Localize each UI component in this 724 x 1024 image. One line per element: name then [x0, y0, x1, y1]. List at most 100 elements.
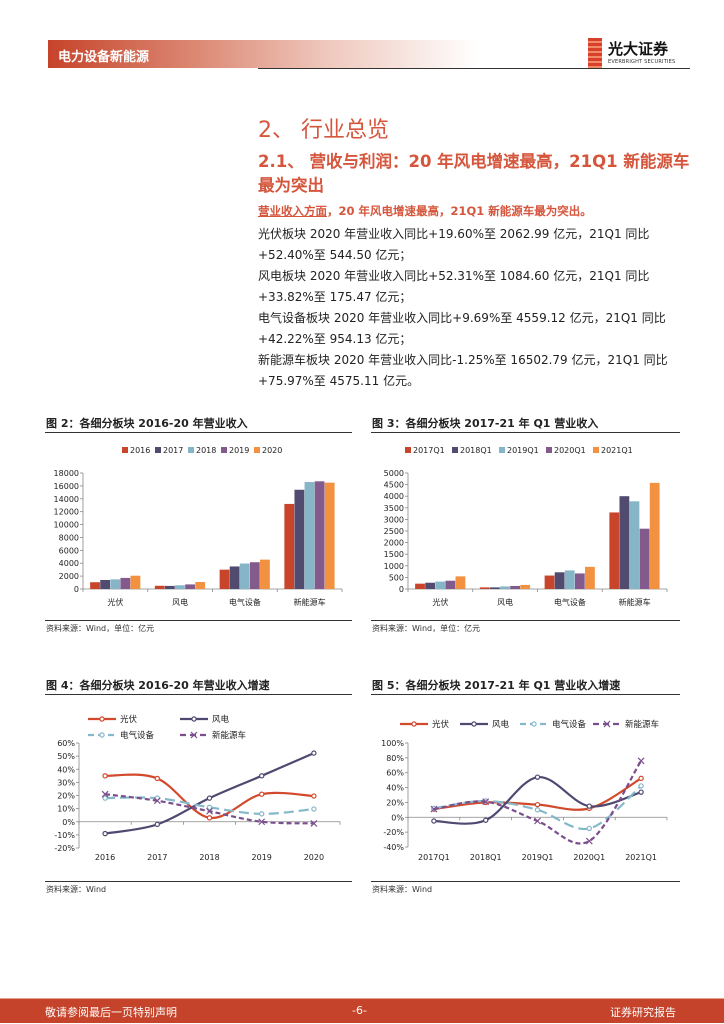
legend-swatch	[122, 447, 128, 453]
fig2-source: 资料来源：Wind，单位：亿元	[46, 624, 155, 633]
x-tick-label: 2017Q1	[418, 853, 450, 862]
lead-sentence: 营业收入方面，20 年风电增速最高，21Q1 新能源车最为突出。	[258, 203, 592, 219]
x-tick-label: 2016	[95, 853, 115, 862]
bar-2019Q1	[435, 581, 446, 589]
x-tick-label: 2021Q1	[625, 853, 657, 862]
y-tick-label: 40%	[57, 765, 75, 774]
legend-label: 2017Q1	[413, 446, 445, 455]
fig4-chart: -20% -10% 0% 10% 20% 30% 40% 50% 60% 2016 2017 2018…	[54, 714, 341, 862]
bar-2018Q1	[619, 496, 630, 589]
y-tick-label: 3500	[384, 504, 404, 513]
legend-swatch	[405, 447, 411, 453]
legend-label: 2021Q1	[601, 446, 633, 455]
fig4-source: 资料来源：Wind	[46, 885, 107, 894]
footer-report-type: 证券研究报告	[610, 1006, 676, 1019]
marker-x-icon	[482, 798, 490, 806]
x-tick-label: 光伏	[107, 597, 123, 607]
marker-circle-icon	[191, 716, 197, 722]
bar-2019	[120, 577, 131, 589]
marker-circle-icon	[431, 818, 437, 824]
header-band	[48, 40, 478, 68]
y-tick-label: -20%	[54, 844, 75, 853]
bar-2021Q1	[649, 482, 660, 589]
marker-circle-icon	[638, 775, 644, 782]
y-tick-label: 2000	[384, 539, 404, 548]
marker-circle-icon	[586, 825, 592, 832]
y-tick-label: 1500	[384, 550, 404, 559]
y-tick-label: -10%	[54, 831, 75, 840]
y-tick-label: 2500	[384, 527, 404, 536]
legend-swatch	[546, 447, 552, 453]
paragraph-electrical: 电气设备板块 2020 年营业收入同比+9.69%至 4559.12 亿元，21…	[258, 311, 666, 346]
y-tick-label: 12000	[54, 508, 79, 517]
paragraph-pv: 光伏板块 2020 年营业收入同比+19.60%至 2062.99 亿元，21Q…	[258, 227, 650, 262]
marker-x-icon	[585, 837, 593, 845]
marker-circle-icon	[99, 716, 105, 722]
legend-label: 风电	[492, 719, 510, 730]
marker-circle-icon	[102, 830, 108, 837]
y-tick-label: 5000	[384, 469, 404, 478]
marker-circle-icon	[258, 811, 265, 817]
y-tick-label: 0	[74, 585, 79, 594]
fig2-source-rule	[45, 620, 352, 621]
marker-x-icon	[206, 807, 213, 815]
bar-2019	[314, 481, 325, 589]
legend-swatch	[593, 447, 599, 453]
x-tick-label: 2017	[147, 853, 167, 862]
bar-2018Q1	[489, 587, 500, 589]
bar-2018	[239, 563, 250, 589]
fig5-title: 图 5：各细分板块 2017-21 年 Q1 营业收入增速	[372, 679, 621, 692]
y-tick-label: 20%	[386, 798, 404, 807]
header-section-title: 电力设备新能源	[58, 50, 150, 65]
marker-x-icon	[190, 731, 198, 739]
marker-circle-icon	[206, 804, 213, 811]
y-tick-label: 8000	[59, 533, 79, 542]
fig4-title: 图 4：各细分板块 2016-20 年营业收入增速	[46, 679, 270, 692]
x-tick-label: 电气设备	[229, 597, 261, 607]
fig3-source: 资料来源：Wind，单位：亿元	[372, 624, 481, 633]
bar-2017	[294, 489, 305, 589]
legend-swatch	[188, 447, 194, 453]
fig5-rule	[371, 694, 680, 695]
y-tick-label: 20%	[57, 792, 75, 801]
x-tick-label: 风电	[497, 597, 513, 607]
bar-2017Q1	[609, 512, 620, 589]
logo-mark-icon	[588, 38, 602, 68]
bar-2021Q1	[585, 566, 595, 589]
legend-label: 新能源车	[625, 719, 659, 730]
x-tick-label: 2020	[304, 853, 324, 862]
legend-label: 新能源车	[212, 730, 246, 741]
paragraph-wind: 风电板块 2020 年营业收入同比+52.31%至 1084.60 亿元，21Q…	[258, 269, 650, 304]
y-tick-label: 10000	[54, 521, 79, 530]
y-tick-label: 3000	[384, 515, 404, 524]
bar-2018	[304, 482, 315, 589]
marker-circle-icon	[638, 789, 644, 795]
y-tick-label: 0%	[62, 818, 75, 827]
marker-circle-icon	[206, 795, 213, 801]
bar-2017	[164, 585, 175, 589]
legend-label: 电气设备	[552, 719, 587, 730]
bar-2019Q1	[629, 501, 640, 589]
marker-circle-icon	[638, 783, 644, 789]
x-tick-label: 2018Q1	[470, 853, 502, 862]
marker-circle-icon	[482, 817, 489, 823]
fig4-rule	[45, 694, 352, 695]
marker-circle-icon	[534, 807, 541, 813]
marker-circle-icon	[99, 732, 105, 738]
marker-circle-icon	[411, 721, 417, 727]
marker-circle-icon	[154, 821, 161, 828]
marker-circle-icon	[534, 774, 541, 780]
y-tick-label: 14000	[54, 495, 79, 504]
bar-2018Q1	[425, 582, 436, 589]
legend-label: 2020	[262, 446, 282, 455]
fig4-source-rule	[45, 881, 352, 882]
y-tick-label: 0%	[391, 813, 404, 822]
legend-label: 风电	[212, 714, 230, 725]
bar-2020Q1	[445, 580, 456, 589]
bar-2016	[284, 503, 295, 589]
bar-2020	[130, 575, 141, 589]
x-tick-label: 光伏	[432, 597, 448, 607]
legend-label: 2018	[196, 446, 216, 455]
y-tick-label: -40%	[383, 843, 404, 852]
logo-name: 光大证券	[608, 40, 669, 58]
